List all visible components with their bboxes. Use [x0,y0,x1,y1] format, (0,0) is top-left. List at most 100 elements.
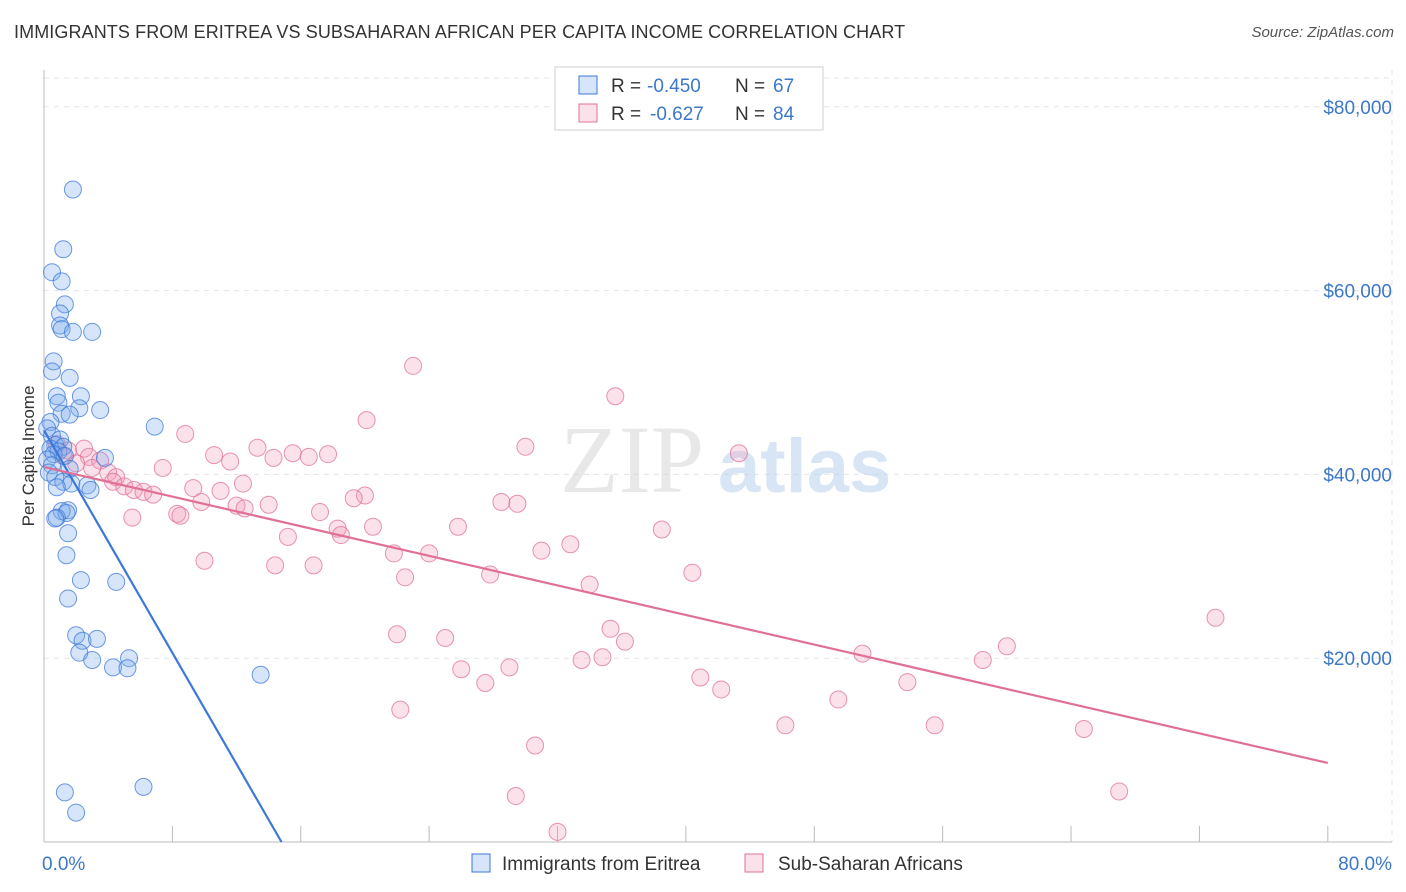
watermark: ZIP atlas [560,406,891,513]
blue-point-62 [55,783,74,802]
legend-n-value-pink: 84 [773,104,795,125]
pink-series-points [47,356,1225,841]
blue-point-60 [251,665,270,684]
blue-point-4 [55,295,74,314]
pink-point-28 [404,356,423,375]
blue-point-53 [73,631,92,650]
blue-point-22 [145,417,164,436]
pink-point-49 [652,520,671,539]
blue-point-46 [46,509,65,528]
grid-lines [44,70,1393,842]
trend-lines [43,429,1329,843]
y-tick-label-0: $20,000 [1323,649,1392,670]
blue-point-9 [63,322,82,341]
pink-point-51 [123,508,142,527]
y-tick-label-2: $60,000 [1323,282,1392,303]
pink-point-27 [357,411,376,430]
blue-series-points [38,180,270,822]
pink-point-80 [997,637,1016,656]
pink-point-29 [516,437,535,456]
blue-point-56 [83,651,102,670]
pink-point-75 [829,690,848,709]
blue-point-40 [47,478,66,497]
pink-point-62 [436,628,455,647]
pink-point-60 [396,568,415,587]
blue-point-45 [47,508,66,527]
pink-point-2 [75,439,94,458]
pink-point-78 [925,716,944,735]
bottom-legend-label-blue: Immigrants from Eritrea [502,854,701,875]
legend-n-value-blue: 67 [773,76,794,97]
blue-point-38 [62,474,81,493]
pink-point-41 [344,489,363,508]
pink-point-30 [606,387,625,406]
pink-point-15 [153,458,172,477]
blue-trend-line [43,429,283,843]
legend-swatch-pink [578,103,598,123]
pink-point-42 [449,517,468,536]
blue-point-47 [59,524,78,543]
y-tick-label-1: $40,000 [1323,465,1392,486]
pink-point-35 [259,495,278,514]
pink-point-66 [526,736,545,755]
pink-point-77 [898,673,917,692]
x-tick-labels: 0.0% 80.0% [42,854,1392,875]
legend-swatch-blue [578,75,598,95]
x-tick-label-0: 0.0% [42,854,85,875]
blue-point-2 [43,263,62,282]
pink-point-26 [319,445,338,464]
legend-r-value-blue: -0.450 [647,76,701,97]
y-tick-labels: $20,000 $40,000 $60,000 $80,000 [1323,98,1392,670]
pink-point-65 [500,658,519,677]
pink-point-64 [476,674,495,693]
legend-n-label-pink: N = [735,104,765,125]
pink-point-72 [691,668,710,687]
pink-point-19 [205,446,224,465]
bottom-legend: Immigrants from Eritrea Sub-Saharan Afri… [471,853,963,875]
source-label: Source: ZipAtlas.com [1251,24,1394,41]
pink-point-23 [264,448,283,467]
blue-point-17 [91,401,110,420]
legend-n-label-blue: N = [735,76,765,97]
blue-point-12 [60,368,79,387]
pink-point-33 [211,481,230,500]
blue-point-54 [87,629,106,648]
pink-point-81 [1074,719,1093,738]
legend-r-label-blue: R = [611,76,641,97]
pink-point-71 [615,632,634,651]
legend-r-label-pink: R = [611,104,641,125]
pink-point-85 [506,787,525,806]
x-tick-label-1: 80.0% [1338,854,1392,875]
pink-point-68 [572,651,591,670]
pink-point-55 [266,556,285,575]
blue-point-11 [43,362,62,381]
pink-point-58 [363,517,382,536]
pink-point-21 [233,474,252,493]
pink-point-70 [601,619,620,638]
pink-point-50 [683,563,702,582]
bottom-legend-swatch-blue [471,853,491,873]
chart-title: IMMIGRANTS FROM ERITREA VS SUBSAHARAN AF… [14,22,906,42]
blue-point-15 [49,393,68,412]
blue-point-63 [67,803,86,822]
pink-point-59 [388,625,407,644]
blue-point-44 [57,503,76,522]
pink-point-84 [391,700,410,719]
pink-point-56 [304,556,323,575]
pink-point-67 [548,822,567,841]
y-tick-label-3: $80,000 [1323,98,1392,119]
blue-point-59 [118,659,137,678]
pink-trend-line [43,465,1329,765]
blue-point-42 [59,501,78,520]
pink-point-63 [452,660,471,679]
pink-point-32 [168,504,187,523]
blue-point-41 [81,481,100,500]
pink-point-46 [532,541,551,560]
pink-point-16 [176,424,195,443]
blue-point-51 [59,589,78,608]
watermark-atlas: atlas [718,424,891,509]
pink-point-83 [1206,608,1225,627]
axes [43,70,1392,843]
blue-point-8 [83,322,102,341]
